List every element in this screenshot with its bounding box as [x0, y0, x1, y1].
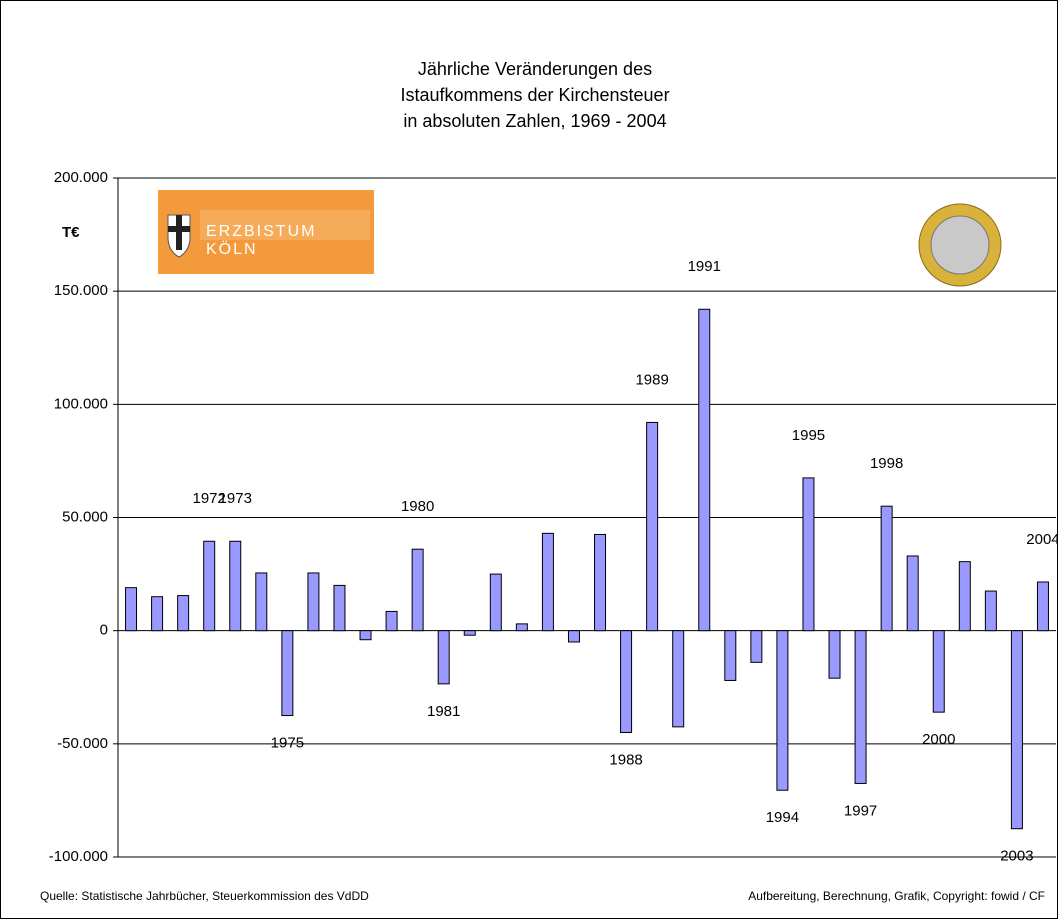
bar [516, 624, 527, 631]
bar [334, 585, 345, 630]
logo-text: KÖLN [206, 240, 258, 258]
bar [855, 631, 866, 784]
chart: Jährliche Veränderungen des Istaufkommen… [0, 0, 1058, 919]
chart-title: in absoluten Zahlen, 1969 - 2004 [403, 111, 666, 131]
bar [360, 631, 371, 640]
bar [204, 541, 215, 630]
x-tick-label: 1998 [870, 455, 903, 472]
logo-text: ERZBISTUM [206, 223, 316, 240]
chart-title: Jährliche Veränderungen des [418, 59, 652, 79]
x-tick-label: 1973 [219, 490, 252, 507]
bar [959, 562, 970, 631]
y-tick-label: 0 [100, 622, 108, 639]
y-tick-label: 50.000 [62, 508, 108, 525]
bar [829, 631, 840, 679]
bar [412, 549, 423, 630]
bar [803, 478, 814, 631]
bar [647, 422, 658, 630]
credit-note: Aufbereitung, Berechnung, Grafik, Copyri… [748, 889, 1045, 903]
y-tick-label: 200.000 [54, 169, 108, 186]
x-tick-label: 1988 [609, 751, 642, 768]
coin [919, 204, 1001, 286]
source-note: Quelle: Statistische Jahrbücher, Steuerk… [40, 889, 369, 903]
bar [699, 309, 710, 630]
bar [1037, 582, 1048, 631]
x-tick-label: 1980 [401, 498, 434, 515]
y-axis-label: T€ [62, 224, 80, 241]
x-tick-label: 1981 [427, 703, 460, 720]
bar [386, 611, 397, 630]
bar [933, 631, 944, 712]
bar [751, 631, 762, 663]
bar [282, 631, 293, 716]
bar [881, 506, 892, 630]
bar [438, 631, 449, 684]
bar [673, 631, 684, 727]
bar [308, 573, 319, 631]
bar [464, 631, 475, 636]
coin-center [931, 216, 989, 274]
y-tick-label: 150.000 [54, 282, 108, 299]
x-tick-label: 2004 [1026, 531, 1058, 548]
x-tick-label: 1975 [271, 735, 304, 752]
bar [256, 573, 267, 631]
bar [542, 533, 553, 630]
x-tick-label: 1995 [792, 427, 825, 444]
y-tick-label: -50.000 [57, 735, 108, 752]
bar [985, 591, 996, 631]
bar [126, 588, 137, 631]
bar [725, 631, 736, 681]
bar [230, 541, 241, 630]
x-tick-label: 1994 [766, 809, 799, 826]
bar [907, 556, 918, 631]
bar [621, 631, 632, 733]
bar [568, 631, 579, 642]
x-tick-label: 2000 [922, 731, 955, 748]
bar [178, 596, 189, 631]
x-tick-label: 1991 [688, 258, 721, 275]
logo: ERZBISTUM KÖLN [158, 190, 374, 274]
y-tick-label: -100.000 [49, 848, 108, 865]
chart-title: Istaufkommens der Kirchensteuer [400, 85, 669, 105]
bar [777, 631, 788, 791]
x-tick-label: 1989 [635, 371, 668, 388]
bar [490, 574, 501, 631]
bar [1011, 631, 1022, 829]
x-tick-label: 1997 [844, 802, 877, 819]
bar [595, 534, 606, 630]
x-tick-label: 2003 [1000, 848, 1033, 865]
bar [152, 597, 163, 631]
y-tick-label: 100.000 [54, 395, 108, 412]
